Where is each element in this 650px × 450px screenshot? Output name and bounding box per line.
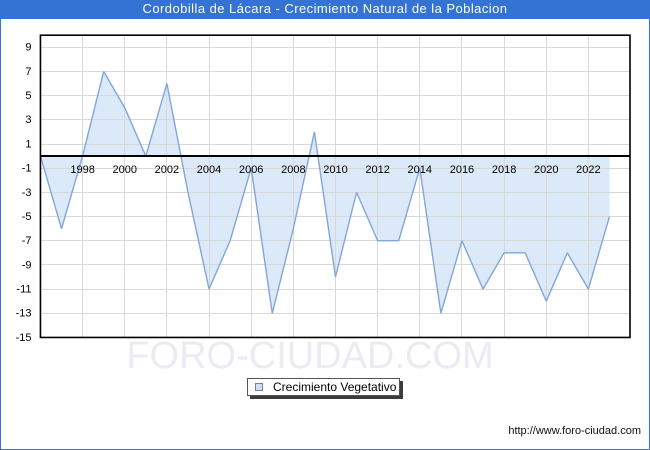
svg-text:2014: 2014 [408, 164, 432, 176]
svg-text:-1: -1 [22, 163, 32, 175]
svg-text:-11: -11 [16, 284, 31, 296]
svg-text:9: 9 [25, 42, 31, 54]
svg-text:-9: -9 [22, 259, 32, 271]
svg-text:2008: 2008 [281, 164, 305, 176]
svg-text:1998: 1998 [70, 164, 94, 176]
svg-text:2018: 2018 [492, 164, 516, 176]
svg-text:FORO-CIUDAD.COM: FORO-CIUDAD.COM [126, 335, 493, 377]
svg-text:-15: -15 [16, 332, 32, 344]
svg-text:3: 3 [25, 114, 31, 126]
svg-text:2016: 2016 [450, 164, 474, 176]
svg-text:2022: 2022 [576, 164, 600, 176]
svg-text:-13: -13 [16, 308, 32, 320]
svg-text:5: 5 [25, 90, 31, 102]
svg-text:2006: 2006 [239, 164, 263, 176]
svg-text:2002: 2002 [155, 164, 179, 176]
svg-text:2020: 2020 [534, 164, 558, 176]
svg-text:7: 7 [25, 66, 31, 78]
svg-text:1: 1 [25, 138, 31, 150]
svg-text:-5: -5 [22, 211, 32, 223]
svg-text:2010: 2010 [323, 164, 347, 176]
svg-text:-3: -3 [22, 187, 32, 199]
svg-text:2000: 2000 [113, 164, 137, 176]
svg-text:2012: 2012 [365, 164, 389, 176]
svg-text:-7: -7 [22, 235, 32, 247]
svg-text:2004: 2004 [197, 164, 221, 176]
